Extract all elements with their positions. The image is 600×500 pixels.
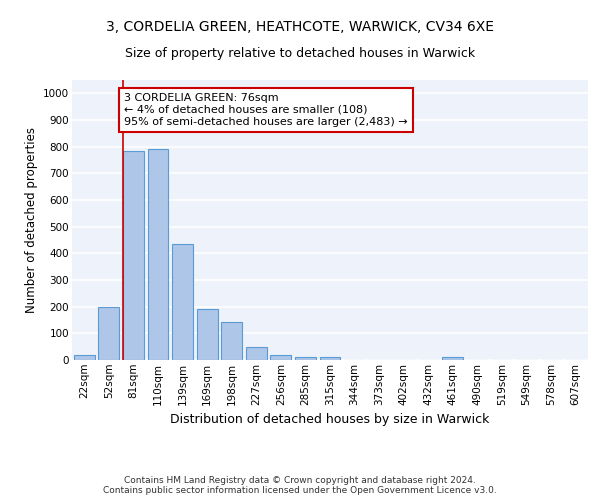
Bar [172, 244, 193, 360]
Text: Size of property relative to detached houses in Warwick: Size of property relative to detached ho… [125, 48, 475, 60]
Bar [148, 150, 169, 360]
Bar [442, 356, 463, 360]
Bar [221, 322, 242, 360]
Bar [197, 309, 218, 360]
Bar [271, 355, 292, 360]
Text: 3 CORDELIA GREEN: 76sqm
← 4% of detached houses are smaller (108)
95% of semi-de: 3 CORDELIA GREEN: 76sqm ← 4% of detached… [124, 94, 408, 126]
Y-axis label: Number of detached properties: Number of detached properties [25, 127, 38, 313]
Bar [320, 357, 340, 360]
Bar [123, 152, 144, 360]
Bar [246, 346, 267, 360]
Bar [98, 308, 119, 360]
X-axis label: Distribution of detached houses by size in Warwick: Distribution of detached houses by size … [170, 413, 490, 426]
Text: 3, CORDELIA GREEN, HEATHCOTE, WARWICK, CV34 6XE: 3, CORDELIA GREEN, HEATHCOTE, WARWICK, C… [106, 20, 494, 34]
Bar [74, 355, 95, 360]
Bar [295, 356, 316, 360]
Text: Contains HM Land Registry data © Crown copyright and database right 2024.
Contai: Contains HM Land Registry data © Crown c… [103, 476, 497, 495]
